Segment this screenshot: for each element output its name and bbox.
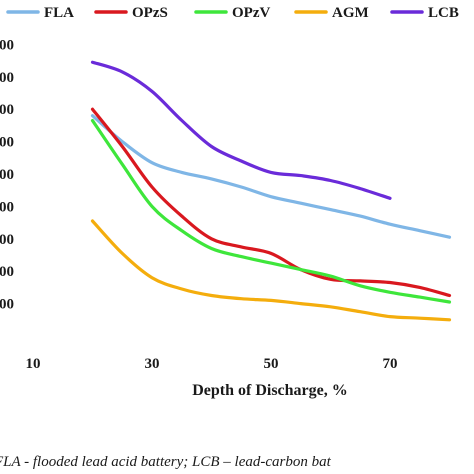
legend-item-agm: AGM	[294, 5, 369, 21]
series-line-agm	[90, 219, 452, 322]
x-axis-label: Depth of Discharge, %	[192, 382, 348, 399]
y-tick-label: 00	[0, 297, 14, 313]
legend-item-fla: FLA	[6, 5, 74, 21]
x-tick-label: 50	[264, 356, 279, 372]
y-tick-label: 00	[0, 102, 14, 118]
legend-label: AGM	[332, 5, 369, 21]
legend-label: FLA	[44, 5, 74, 21]
series-line-opzv	[90, 118, 452, 304]
series-line-fla	[90, 114, 452, 239]
y-tick-label: 00	[0, 70, 14, 86]
x-tick-label: 70	[383, 356, 398, 372]
series-line-lcb	[90, 60, 392, 200]
legend-label: OPzV	[232, 5, 270, 21]
legend-item-opzs: OPzS	[94, 5, 168, 21]
y-tick-label: 00	[0, 199, 14, 215]
legend-label: OPzS	[132, 5, 168, 21]
y-tick-label: 00	[0, 167, 14, 183]
legend-item-opzv: OPzV	[194, 5, 270, 21]
legend: FLA OPzS OPzV AGM LCB	[6, 5, 459, 21]
series-line-opzs	[90, 107, 452, 298]
y-tick-label: 00	[0, 37, 14, 53]
x-tick-label: 10	[26, 356, 41, 372]
legend-label: LCB	[428, 5, 459, 21]
x-axis-ticks: 10 30 50 70	[26, 356, 398, 372]
figure-caption: FLA - flooded lead acid battery; LCB – l…	[0, 454, 332, 470]
y-axis-ticks: 00 00 00 00 00 00 00 00 00	[0, 37, 14, 312]
plot-lines	[90, 60, 452, 322]
y-tick-label: 00	[0, 264, 14, 280]
legend-item-lcb: LCB	[390, 5, 459, 21]
y-tick-label: 00	[0, 232, 14, 248]
y-tick-label: 00	[0, 135, 14, 151]
x-tick-label: 30	[145, 356, 160, 372]
